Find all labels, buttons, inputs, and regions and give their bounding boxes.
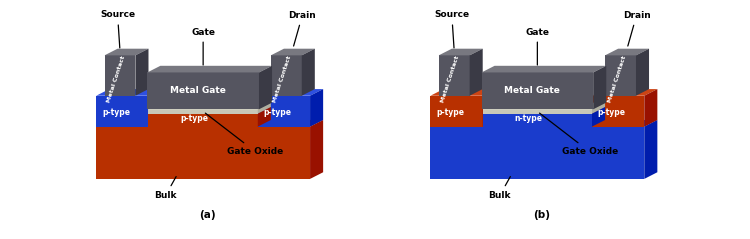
Polygon shape (483, 103, 605, 109)
Polygon shape (593, 66, 606, 109)
Text: (a): (a) (200, 210, 216, 220)
Polygon shape (644, 120, 657, 179)
Polygon shape (104, 55, 136, 96)
Polygon shape (148, 89, 161, 127)
Polygon shape (592, 103, 605, 114)
Text: Source: Source (434, 11, 470, 48)
Polygon shape (483, 109, 592, 114)
Polygon shape (592, 96, 644, 127)
Polygon shape (605, 55, 636, 96)
Polygon shape (605, 49, 649, 55)
Polygon shape (302, 49, 315, 96)
Polygon shape (258, 89, 323, 96)
Polygon shape (96, 127, 310, 179)
Polygon shape (644, 89, 657, 127)
Polygon shape (147, 72, 259, 109)
Text: Gate Oxide: Gate Oxide (206, 113, 284, 156)
Polygon shape (483, 89, 496, 127)
Text: Gate Oxide: Gate Oxide (539, 113, 618, 156)
Polygon shape (148, 109, 258, 114)
Polygon shape (96, 96, 148, 127)
Polygon shape (147, 66, 272, 72)
Polygon shape (430, 96, 483, 127)
Text: p-type: p-type (264, 108, 292, 117)
Text: Metal Contact: Metal Contact (607, 55, 627, 103)
Text: Metal Gate: Metal Gate (504, 86, 560, 95)
Text: p-type: p-type (436, 108, 464, 117)
Text: Metal Contact: Metal Contact (273, 55, 292, 103)
Polygon shape (482, 72, 593, 109)
Polygon shape (258, 107, 271, 127)
Text: Source: Source (100, 11, 135, 48)
Text: Drain: Drain (622, 11, 650, 46)
Polygon shape (430, 89, 496, 96)
Polygon shape (430, 120, 657, 127)
Polygon shape (482, 66, 606, 72)
Polygon shape (430, 127, 644, 179)
Text: Gate: Gate (191, 27, 215, 65)
Text: Metal Contact: Metal Contact (440, 55, 460, 103)
Polygon shape (104, 49, 148, 55)
Text: Bulk: Bulk (154, 177, 177, 200)
Polygon shape (592, 107, 605, 127)
Text: Metal Gate: Metal Gate (170, 86, 226, 95)
Text: (b): (b) (533, 210, 550, 220)
Text: n-type: n-type (514, 114, 542, 123)
Polygon shape (148, 103, 271, 109)
Text: Gate: Gate (525, 27, 549, 65)
Polygon shape (636, 49, 649, 96)
Polygon shape (271, 55, 302, 96)
Text: p-type: p-type (598, 108, 626, 117)
Polygon shape (470, 49, 483, 96)
Polygon shape (259, 66, 272, 109)
Polygon shape (96, 120, 323, 127)
Polygon shape (439, 49, 483, 55)
Polygon shape (483, 114, 592, 127)
Text: Metal Contact: Metal Contact (106, 55, 126, 103)
Polygon shape (483, 107, 605, 114)
Polygon shape (310, 89, 323, 127)
Polygon shape (439, 55, 470, 96)
Polygon shape (592, 89, 657, 96)
Polygon shape (148, 114, 258, 127)
Polygon shape (258, 103, 271, 114)
Text: p-type: p-type (102, 108, 130, 117)
Text: Bulk: Bulk (488, 177, 511, 200)
Polygon shape (258, 96, 310, 127)
Polygon shape (271, 49, 315, 55)
Text: p-type: p-type (181, 114, 209, 123)
Polygon shape (310, 120, 323, 179)
Polygon shape (136, 49, 148, 96)
Polygon shape (148, 107, 271, 114)
Polygon shape (96, 89, 161, 96)
Text: Drain: Drain (289, 11, 316, 46)
